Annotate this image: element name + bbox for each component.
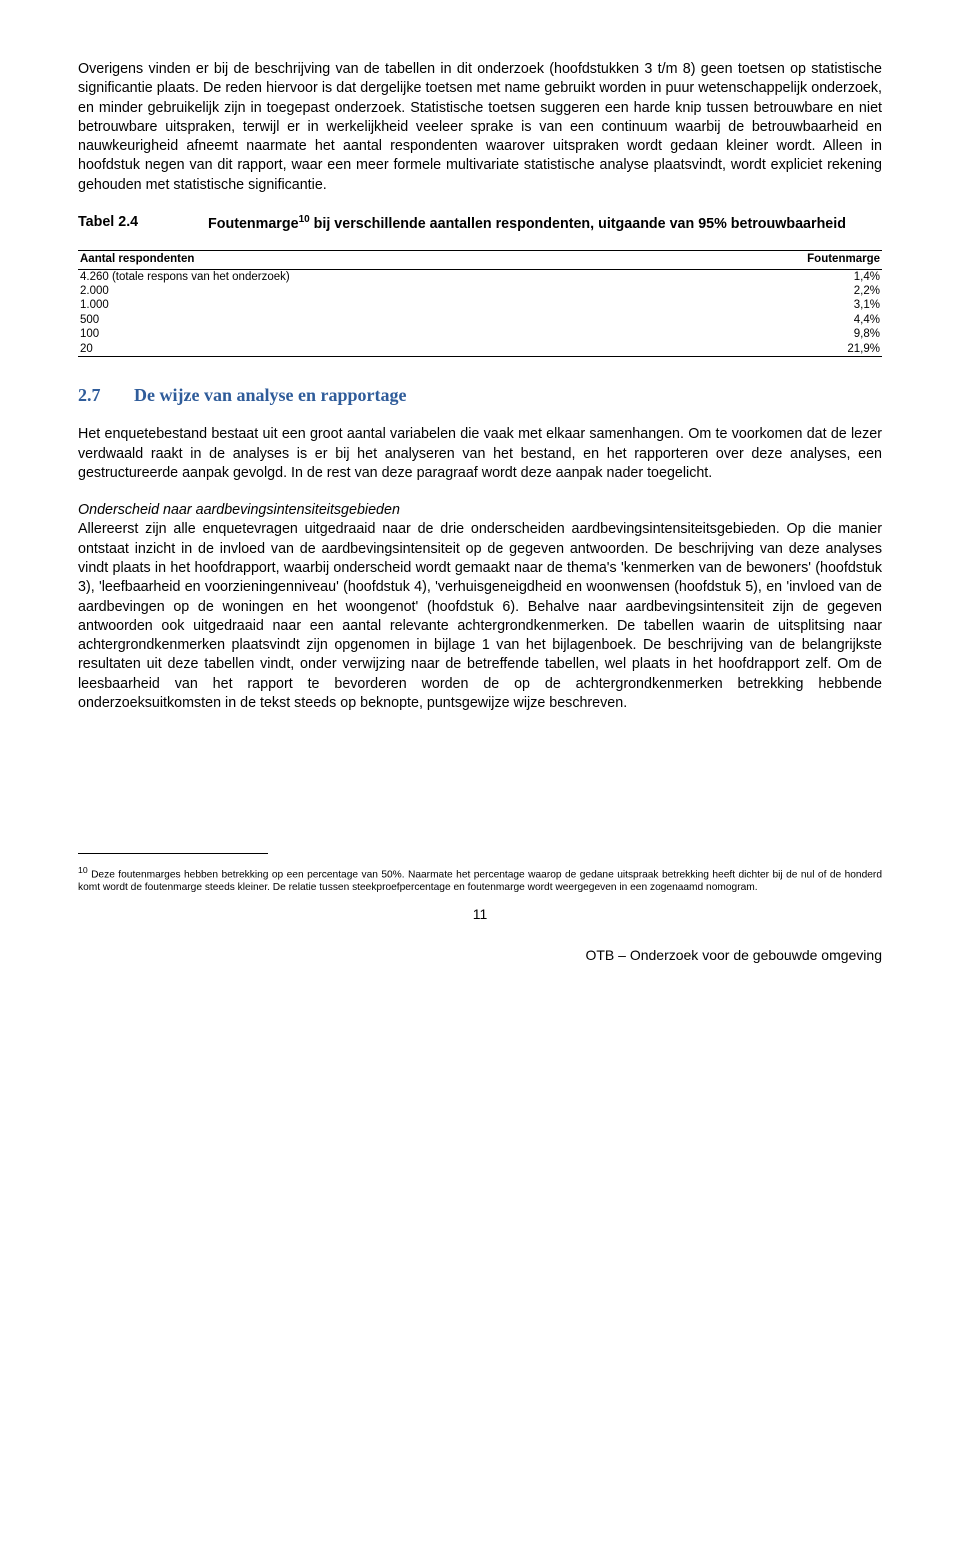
table-title-pre: Foutenmarge [208, 216, 299, 232]
table-header-col2: Foutenmarge [669, 251, 882, 270]
page-number: 11 [78, 905, 882, 924]
table-row: 1.000 3,1% [78, 298, 882, 312]
table-cell: 2.000 [78, 284, 669, 298]
foutenmarge-table: Aantal respondenten Foutenmarge 4.260 (t… [78, 250, 882, 357]
footnote-number: 10 [78, 865, 88, 875]
table-title-sup: 10 [299, 214, 310, 225]
table-cell: 20 [78, 342, 669, 357]
table-cell: 1,4% [669, 269, 882, 284]
intro-paragraph: Overigens vinden er bij de beschrijving … [78, 60, 882, 195]
footnote: 10 Deze foutenmarges hebben betrekking o… [78, 865, 882, 895]
table-title: Foutenmarge10 bij verschillende aantalle… [208, 213, 882, 234]
table-header-col1: Aantal respondenten [78, 251, 669, 270]
footnote-separator [78, 853, 268, 854]
table-title-post: bij verschillende aantallen respondenten… [310, 216, 846, 232]
page-footer: OTB – Onderzoek voor de gebouwde omgevin… [78, 946, 882, 965]
table-cell: 1.000 [78, 298, 669, 312]
table-row: 100 9,8% [78, 327, 882, 341]
table-cell: 3,1% [669, 298, 882, 312]
table-cell: 21,9% [669, 342, 882, 357]
table-cell: 2,2% [669, 284, 882, 298]
section-heading: 2.7De wijze van analyse en rapportage [78, 383, 882, 407]
section-paragraph-2: Allereerst zijn alle enquetevragen uitge… [78, 520, 882, 713]
table-row: 4.260 (totale respons van het onderzoek)… [78, 269, 882, 284]
table-cell: 500 [78, 313, 669, 327]
table-cell: 100 [78, 327, 669, 341]
table-cell: 4.260 (totale respons van het onderzoek) [78, 269, 669, 284]
table-cell: 4,4% [669, 313, 882, 327]
section-paragraph-1: Het enquetebestand bestaat uit een groot… [78, 425, 882, 483]
page: Overigens vinden er bij de beschrijving … [0, 0, 960, 1004]
table-row: 500 4,4% [78, 313, 882, 327]
table-caption: Tabel 2.4 Foutenmarge10 bij verschillend… [78, 213, 882, 234]
footnote-text: Deze foutenmarges hebben betrekking op e… [78, 869, 882, 893]
table-label: Tabel 2.4 [78, 213, 208, 234]
table-row: 20 21,9% [78, 342, 882, 357]
subheading: Onderscheid naar aardbevingsintensiteits… [78, 501, 882, 520]
table-row: 2.000 2,2% [78, 284, 882, 298]
section-number: 2.7 [78, 383, 134, 407]
table-cell: 9,8% [669, 327, 882, 341]
section-title: De wijze van analyse en rapportage [134, 385, 406, 405]
